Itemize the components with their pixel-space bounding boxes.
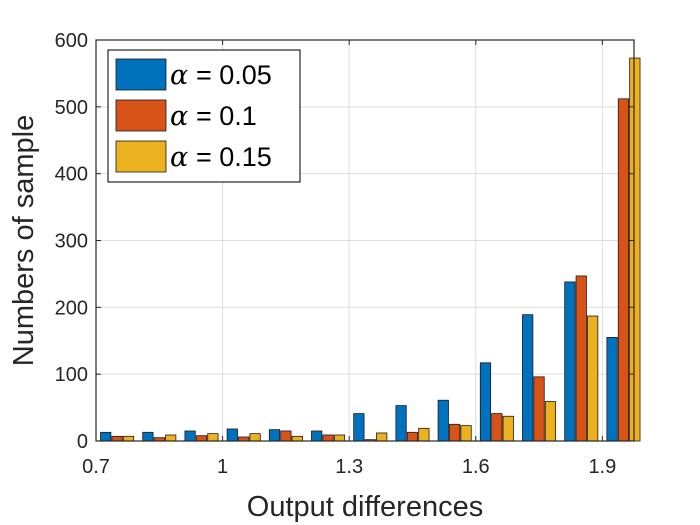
y-tick-label: 400 <box>55 164 88 186</box>
y-tick-label: 100 <box>55 364 88 386</box>
bar <box>479 362 492 442</box>
bar <box>280 430 292 442</box>
bar <box>587 315 599 442</box>
bar <box>395 405 407 442</box>
y-tick-label: 300 <box>55 231 88 253</box>
bar <box>544 401 557 442</box>
bar <box>629 57 641 442</box>
bar <box>226 428 238 442</box>
bar <box>268 429 281 442</box>
legend-symbol: α <box>170 142 188 173</box>
bar <box>207 433 219 442</box>
bar <box>238 436 250 442</box>
bar <box>165 434 177 442</box>
bar <box>617 98 630 442</box>
bar <box>111 435 123 442</box>
bar <box>249 433 261 442</box>
y-tick-label: 0 <box>77 431 88 453</box>
legend-swatch <box>115 99 167 132</box>
legend-label: = 0.1 <box>196 101 257 131</box>
legend-swatch <box>115 140 167 173</box>
bar <box>311 430 323 442</box>
bar <box>522 314 534 442</box>
bar <box>606 337 618 442</box>
bar <box>322 434 334 442</box>
x-axis-label: Output differences <box>247 491 483 523</box>
bar <box>406 431 419 442</box>
bar <box>460 425 472 442</box>
bar <box>195 435 208 442</box>
bars <box>100 57 641 442</box>
legend: α = 0.05 α = 0.1 α = 0.15 <box>107 49 301 183</box>
bar <box>291 435 303 442</box>
bar <box>376 432 388 442</box>
legend-swatch <box>115 58 167 91</box>
legend-symbol: α <box>170 60 188 91</box>
bar <box>184 430 196 442</box>
y-tick-label: 200 <box>55 297 88 319</box>
tick-labels: 0.7 1 1.3 1.6 1.9 0 100 200 300 400 500 600 <box>55 30 617 478</box>
bar <box>353 413 365 442</box>
bar <box>449 423 461 442</box>
bar <box>502 415 514 442</box>
x-tick-label: 1 <box>217 456 228 478</box>
legend-symbol: α <box>170 101 188 132</box>
x-tick-label: 1.6 <box>462 456 490 478</box>
x-tick-label: 1.9 <box>588 456 616 478</box>
bar <box>564 281 576 442</box>
y-axis-label: Numbers of sample <box>8 115 40 366</box>
bar <box>333 434 346 442</box>
bar <box>142 431 154 442</box>
x-tick-label: 1.3 <box>335 456 363 478</box>
bar <box>575 275 587 442</box>
ticks <box>95 39 634 442</box>
legend-label: = 0.05 <box>196 60 272 90</box>
bar <box>491 413 503 442</box>
bar <box>418 427 430 442</box>
bar <box>533 376 545 442</box>
legend-label: = 0.15 <box>196 142 272 172</box>
bar <box>100 431 112 442</box>
bar <box>122 435 135 442</box>
bar <box>437 399 449 442</box>
y-tick-label: 600 <box>55 30 88 52</box>
x-tick-label: 0.7 <box>82 456 110 478</box>
y-tick-label: 500 <box>55 97 88 119</box>
